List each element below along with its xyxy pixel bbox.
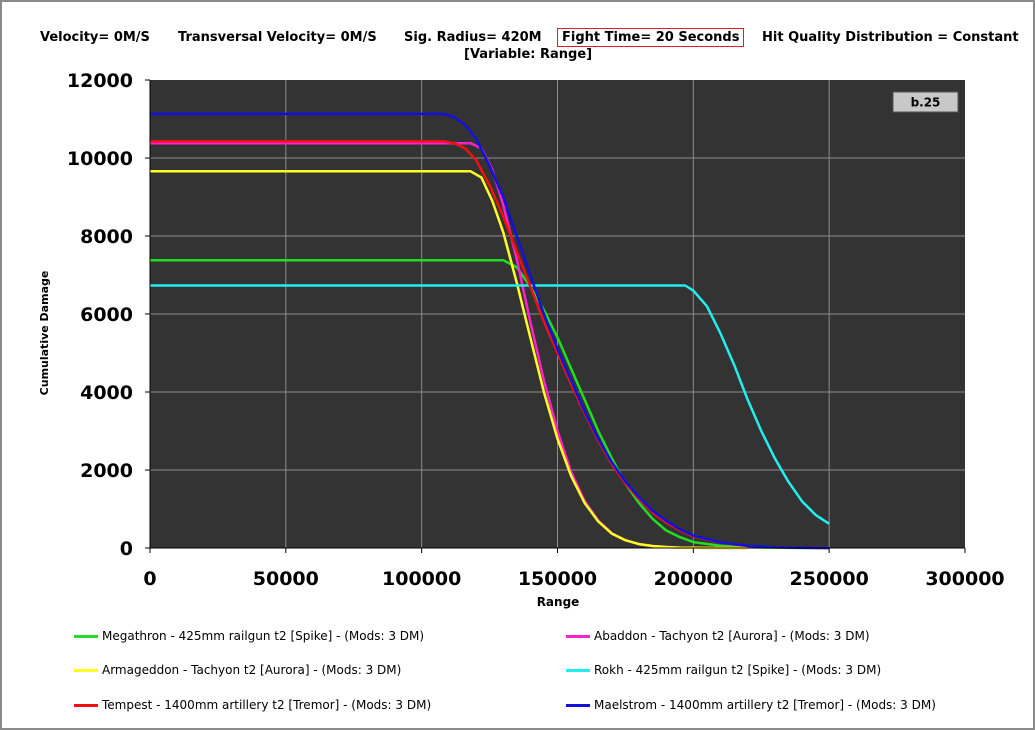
y-tick-label: 8000 [80, 226, 133, 248]
x-axis-title: Range [537, 595, 580, 609]
chart-badge: b.25 [892, 91, 959, 113]
legend-label: Rokh - 425mm railgun t2 [Spike] - (Mods:… [594, 663, 882, 677]
legend-swatch [566, 634, 590, 638]
axes: 0 50000 100000 150000 200000 250000 300000 0 200… [67, 70, 1005, 590]
legend-swatch [566, 703, 590, 707]
legend-label: Tempest - 1400mm artillery t2 [Tremor] -… [102, 698, 432, 712]
y-tick-label: 4000 [80, 382, 133, 404]
legend-item: Megathron - 425mm railgun t2 [Spike] - (… [74, 628, 424, 644]
x-tick-label: 200000 [654, 568, 733, 590]
y-axis-title: Cumulative Damage [38, 271, 51, 396]
x-tick-label: 300000 [925, 568, 1004, 590]
sig-radius-label: Sig. Radius= 420M [404, 30, 542, 45]
hit-quality-label: Hit Quality Distribution = Constant [762, 30, 1019, 45]
legend-item: Tempest - 1400mm artillery t2 [Tremor] -… [74, 697, 431, 713]
legend-label: Abaddon - Tachyon t2 [Aurora] - (Mods: 3… [594, 629, 870, 643]
variable-label: [Variable: Range] [464, 47, 593, 62]
legend-swatch [74, 703, 98, 707]
x-tick-label: 0 [143, 568, 156, 590]
chart-badge-text: b.25 [911, 96, 941, 110]
legend-label: Maelstrom - 1400mm artillery t2 [Tremor]… [594, 698, 936, 712]
transversal-velocity-label: Transversal Velocity= 0M/S [178, 30, 377, 45]
y-tick-label: 6000 [80, 304, 133, 326]
legend-item: Maelstrom - 1400mm artillery t2 [Tremor]… [566, 697, 936, 713]
legend-swatch [566, 668, 590, 672]
series-layer [150, 112, 830, 550]
series-line-2 [150, 170, 748, 550]
legend-item: Abaddon - Tachyon t2 [Aurora] - (Mods: 3… [566, 628, 870, 644]
y-tick-label: 12000 [67, 70, 133, 92]
legend-swatch [74, 668, 98, 672]
velocity-label: Velocity= 0M/S [40, 30, 150, 45]
x-tick-label: 150000 [518, 568, 597, 590]
legend-item: Rokh - 425mm railgun t2 [Spike] - (Mods:… [566, 662, 881, 678]
y-tick-label: 10000 [67, 148, 133, 170]
y-tick-label: 2000 [80, 460, 133, 482]
x-tick-label: 50000 [253, 568, 319, 590]
x-tick-label: 250000 [790, 568, 869, 590]
legend-swatch [74, 634, 98, 638]
series-line-3 [150, 284, 830, 525]
legend-label: Megathron - 425mm railgun t2 [Spike] - (… [102, 629, 425, 643]
fight-time-label: Fight Time= 20 Seconds [557, 28, 745, 47]
y-tick-label: 0 [120, 538, 133, 560]
chart-badge-box [892, 91, 959, 113]
grid-lines [150, 80, 965, 548]
legend-label: Armageddon - Tachyon t2 [Aurora] - (Mods… [102, 663, 402, 677]
legend-item: Armageddon - Tachyon t2 [Aurora] - (Mods… [74, 662, 401, 678]
x-tick-label: 100000 [382, 568, 461, 590]
series-line-5 [150, 112, 830, 550]
